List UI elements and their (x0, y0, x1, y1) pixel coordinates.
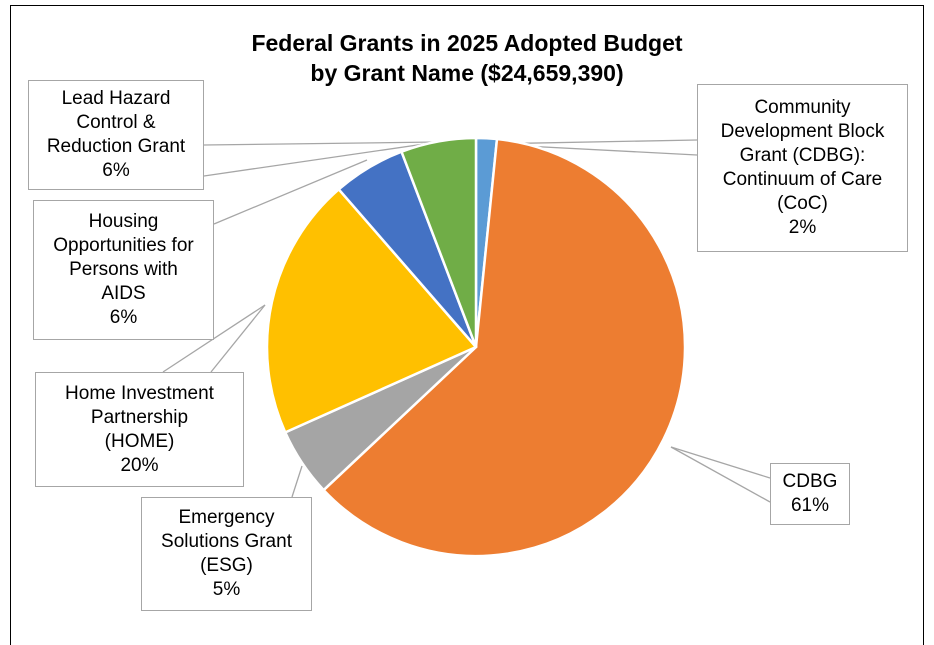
label-coc-pct: 2% (788, 217, 817, 238)
chart-title: Federal Grants in 2025 Adopted Budget by… (0, 28, 934, 88)
leader-line (203, 141, 439, 146)
leader-line (670, 446, 771, 503)
label-hopwa-name: Housing Opportunities for Persons with A… (53, 211, 194, 304)
label-cdbg-pct: 61% (790, 495, 830, 516)
leader-line (203, 141, 439, 177)
label-lead: Lead Hazard Control & Reduction Grant 6% (28, 80, 204, 190)
leader-line (213, 159, 368, 225)
label-home-name: Home Investment Partnership (HOME) (65, 382, 214, 452)
pie-chart (162, 136, 771, 558)
pie-slice-cdbg (322, 137, 687, 558)
label-esg: Emergency Solutions Grant (ESG) 5% (141, 497, 312, 611)
leader-line (670, 446, 771, 479)
label-cdbg: CDBG 61% (770, 463, 850, 525)
label-home-pct: 20% (120, 454, 159, 476)
label-lead-name: Lead Hazard Control & Reduction Grant (46, 88, 186, 157)
leader-line (162, 304, 266, 373)
label-coc: Community Development Block Grant (CDBG)… (697, 84, 908, 252)
pie-slice-home-investment-partnership-home (265, 188, 478, 434)
chart-title-line-1: Federal Grants in 2025 Adopted Budget (251, 30, 683, 56)
label-coc-name: Community Development Block Grant (CDBG)… (720, 97, 885, 214)
chart-title-line-2: by Grant Name ($24,659,390) (310, 60, 624, 86)
pie-slice-lead-hazard-control-reduction-grant (400, 136, 478, 349)
label-cdbg-name: CDBG (782, 471, 838, 492)
label-lead-pct: 6% (102, 160, 130, 181)
leader-line (210, 304, 266, 373)
label-home: Home Investment Partnership (HOME) 20% (35, 372, 244, 487)
label-hopwa-pct: 6% (109, 307, 138, 328)
label-esg-name: Emergency Solutions Grant (ESG) (161, 507, 292, 576)
label-esg-pct: 5% (212, 579, 241, 600)
label-hopwa: Housing Opportunities for Persons with A… (33, 200, 214, 340)
leader-line (291, 465, 303, 498)
